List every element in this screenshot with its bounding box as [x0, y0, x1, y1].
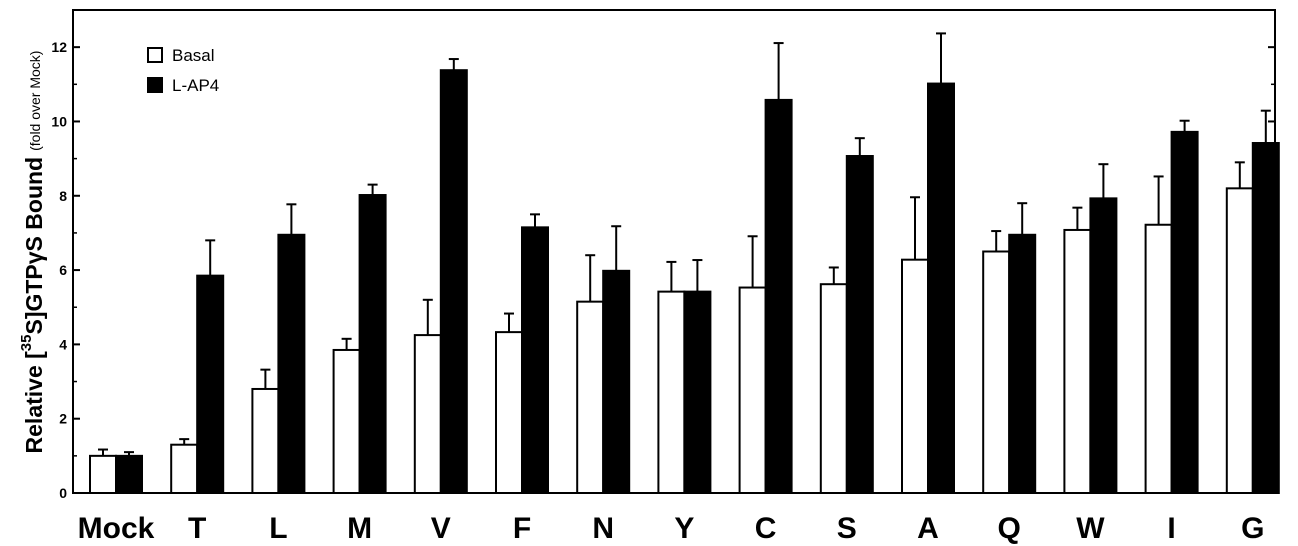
y-tick-label-2: 2: [59, 411, 67, 427]
x-axis-labels: Mock T L M V F N Y C S A Q W I G: [78, 512, 1265, 545]
bar-basal-F: [495, 331, 523, 494]
bar-basal-M: [332, 348, 361, 495]
y-tick-label-4: 4: [59, 336, 67, 352]
bar-lap4-Y: [683, 290, 712, 494]
bar-lap4-W: [1089, 197, 1118, 494]
bar-basal-L: [251, 387, 280, 495]
bar-basal-A: [901, 258, 929, 495]
legend-swatch-basal: [147, 47, 163, 63]
bar-basal-G: [1225, 187, 1254, 494]
x-tick-label-C: C: [755, 512, 777, 545]
legend-swatch-lap4: [147, 77, 163, 93]
bar-lap4-M: [358, 194, 387, 494]
x-tick-label-M: M: [347, 512, 372, 545]
x-tick-label-Y: Y: [674, 512, 694, 545]
bar-lap4-Q: [1008, 233, 1037, 494]
bar-basal-S: [819, 283, 848, 494]
bar-basal-V: [413, 334, 442, 494]
bar-basal-W: [1063, 228, 1092, 494]
x-tick-label-Q: Q: [998, 512, 1021, 545]
x-tick-label-Mock: Mock: [78, 512, 155, 545]
bar-lap4-Mock: [115, 454, 143, 495]
legend-label-basal: Basal: [172, 46, 215, 65]
bar-lap4-T: [196, 274, 225, 494]
bar-basal-Q: [982, 250, 1011, 494]
y-tick-label-0: 0: [59, 485, 67, 501]
y-tick-label-10: 10: [51, 113, 67, 129]
x-tick-label-V: V: [431, 512, 451, 545]
y-axis-label-middle: S]GTP: [21, 264, 47, 334]
bar-basal-N: [576, 300, 605, 494]
x-tick-label-I: I: [1167, 512, 1175, 545]
y-tick-label-12: 12: [51, 39, 67, 55]
x-tick-label-A: A: [917, 512, 939, 545]
y-axis-label: Relative [35S]GTPγS Bound (fold over Mock…: [18, 51, 47, 454]
x-tick-label-L: L: [269, 512, 287, 545]
y-axis-label-prefix: Relative [: [21, 351, 47, 454]
bars: [89, 32, 1280, 495]
legend-label-lap4: L-AP4: [172, 76, 219, 95]
y-axis-label-superscript: 35: [18, 335, 35, 352]
y-axis-label-suffix: S Bound: [21, 157, 47, 252]
bar-basal-Mock: [89, 454, 117, 495]
x-tick-label-G: G: [1241, 512, 1264, 545]
bar-lap4-F: [521, 226, 549, 494]
x-tick-label-T: T: [188, 512, 206, 545]
bar-lap4-N: [602, 269, 631, 494]
y-axis-label-greek: γ: [21, 251, 47, 264]
x-tick-label-N: N: [592, 512, 614, 545]
bar-lap4-A: [927, 82, 955, 495]
legend: Basal L-AP4: [147, 46, 219, 95]
bar-basal-T: [170, 443, 199, 495]
bar-lap4-I: [1170, 130, 1199, 494]
x-tick-label-S: S: [837, 512, 857, 545]
bar-basal-C: [738, 286, 767, 495]
y-tick-label-8: 8: [59, 188, 67, 204]
bar-lap4-G: [1251, 142, 1280, 494]
bar-basal-I: [1144, 223, 1173, 494]
x-tick-label-W: W: [1076, 512, 1105, 545]
bar-lap4-C: [764, 98, 793, 495]
y-tick-label-6: 6: [59, 262, 67, 278]
x-tick-label-F: F: [513, 512, 531, 545]
bar-basal-Y: [657, 290, 686, 494]
bar-lap4-V: [439, 69, 468, 494]
bar-lap4-L: [277, 233, 306, 494]
bar-lap4-S: [845, 155, 874, 494]
y-axis-label-note: (fold over Mock): [27, 51, 43, 151]
